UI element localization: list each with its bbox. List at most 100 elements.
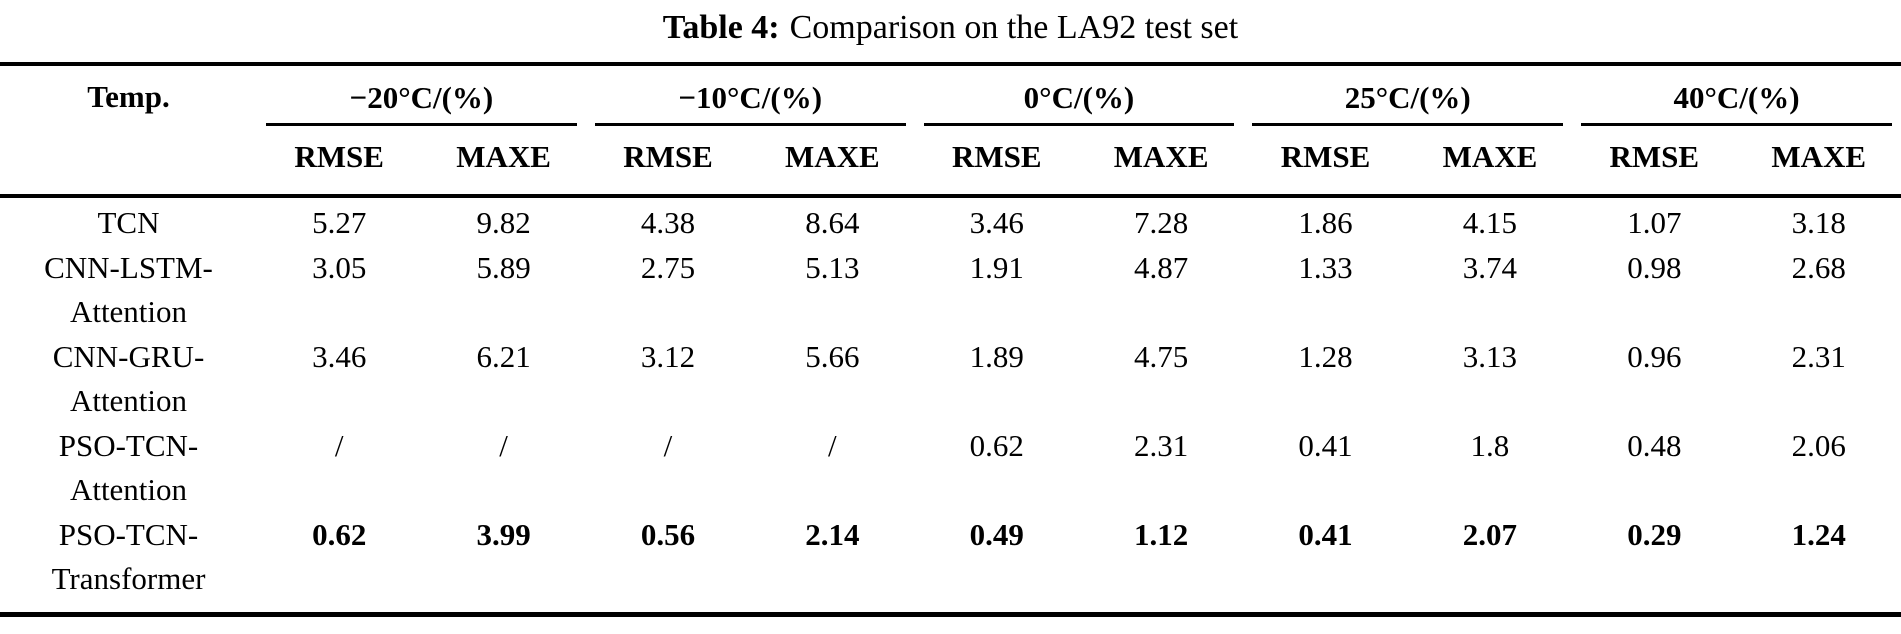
header-group-0c: 0°C/(%) [915, 64, 1244, 126]
model-name-line: PSO-TCN- [58, 428, 199, 463]
model-name-line: Transformer [51, 561, 206, 596]
table-caption: Table 4: Comparison on the LA92 test set [0, 0, 1901, 62]
subheader-maxe-group3: MAXE [1407, 126, 1573, 198]
value-cell: 1.24 [1791, 517, 1846, 552]
value-cell: 9.82 [476, 205, 531, 240]
value-cell: 4.15 [1462, 205, 1518, 240]
header-group-neg20c-label: −20°C/(%) [266, 66, 577, 126]
value-cell: 2.75 [640, 250, 696, 285]
header-group-25c: 25°C/(%) [1243, 64, 1572, 126]
value-cell: 7.28 [1134, 205, 1189, 240]
value-cell: 0.48 [1627, 428, 1682, 463]
value-cell: 1.12 [1134, 517, 1189, 552]
subheader-rmse-group0: RMSE [257, 126, 422, 198]
value-cell: 3.46 [312, 339, 367, 374]
value-cell: 1.8 [1470, 428, 1510, 463]
value-cell: 0.96 [1627, 339, 1682, 374]
header-group-neg20c: −20°C/(%) [257, 64, 586, 126]
value-cell: 2.07 [1462, 517, 1518, 552]
value-cell: 0.62 [969, 428, 1024, 463]
value-cell: 3.99 [476, 517, 531, 552]
model-name-line: PSO-TCN- [58, 517, 199, 552]
value-cell: 3.12 [640, 339, 696, 374]
value-cell: 3.74 [1462, 250, 1518, 285]
table-body: TCN 5.27 9.82 4.38 8.64 3.46 7.28 1.86 4.15 1.07 3… [0, 196, 1901, 615]
subheader-rmse-group2: RMSE [914, 126, 1079, 198]
value-cell: 1.91 [969, 250, 1024, 285]
value-cell: 5.13 [805, 250, 860, 285]
value-cell: 3.18 [1791, 205, 1846, 240]
value-cell: 1.33 [1298, 250, 1353, 285]
model-name-line: Attention [69, 472, 188, 507]
value-cell: 6.21 [476, 339, 531, 374]
model-name-cell: TCN [0, 196, 257, 245]
value-cell: 0.56 [640, 517, 696, 552]
subheader-rmse-group4: RMSE [1572, 126, 1737, 198]
value-cell: 1.89 [969, 339, 1024, 374]
value-cell: 8.64 [805, 205, 860, 240]
model-name-cell: CNN-GRU- Attention [0, 334, 257, 423]
header-group-40c: 40°C/(%) [1572, 64, 1901, 126]
subheader-rmse-group3: RMSE [1243, 126, 1408, 198]
header-group-25c-label: 25°C/(%) [1252, 66, 1564, 126]
value-cell: 5.27 [312, 205, 367, 240]
value-cell: / [663, 428, 673, 463]
subheader-maxe-group4: MAXE [1736, 126, 1901, 198]
value-cell: 3.46 [969, 205, 1024, 240]
value-cell: 0.41 [1298, 517, 1353, 552]
value-cell: 2.06 [1791, 428, 1846, 463]
subheader-maxe-group2: MAXE [1078, 126, 1244, 198]
header-group-0c-label: 0°C/(%) [923, 66, 1235, 126]
value-cell: 0.41 [1298, 428, 1353, 463]
header-temp: Temp. [0, 64, 257, 198]
model-name-cell: CNN-LSTM- Attention [0, 245, 257, 334]
model-name-cell: PSO-TCN- Attention [0, 423, 257, 512]
subheader-row: RMSE MAXE RMSE MAXE RMSE MAXE RMSE MAXE RMSE MAXE [0, 126, 1901, 198]
value-cell: 4.87 [1134, 250, 1189, 285]
value-cell: / [828, 428, 837, 463]
value-cell: 2.31 [1791, 339, 1846, 374]
table-header: Temp. −20°C/(%) −10°C/(%) 0°C/(%) 25°C/(… [0, 64, 1901, 198]
table-row: PSO-TCN- Attention / / / / 0.62 2.31 0.41 1.8 0.48… [0, 423, 1901, 512]
value-cell: 4.38 [640, 205, 696, 240]
subheader-maxe-group0: MAXE [421, 126, 586, 198]
value-cell: 0.29 [1627, 517, 1682, 552]
model-name-line: Attention [69, 383, 188, 418]
value-cell: 5.89 [476, 250, 531, 285]
header-temp-label: Temp. [87, 79, 170, 114]
value-cell: 3.13 [1462, 339, 1518, 374]
value-cell: 1.86 [1298, 205, 1353, 240]
value-cell: 0.49 [969, 517, 1024, 552]
header-group-40c-label: 40°C/(%) [1581, 66, 1892, 126]
model-name-line: TCN [97, 205, 160, 240]
value-cell: 2.31 [1134, 428, 1189, 463]
value-cell: / [334, 428, 344, 463]
value-cell: 1.28 [1298, 339, 1353, 374]
value-cell: 1.07 [1627, 205, 1682, 240]
caption-label: Table 4: [662, 9, 780, 46]
model-name-line: CNN-GRU- [52, 339, 205, 374]
subheader-maxe-group1: MAXE [750, 126, 915, 198]
subheader-rmse-group1: RMSE [585, 126, 751, 198]
value-cell: / [499, 428, 508, 463]
table-row: TCN 5.27 9.82 4.38 8.64 3.46 7.28 1.86 4.15 1.07 3… [0, 196, 1901, 245]
value-cell: 2.68 [1791, 250, 1846, 285]
table-row: PSO-TCN- Transformer 0.62 3.99 0.56 2.14 0.49 1… [0, 512, 1901, 615]
table-row: CNN-GRU- Attention 3.46 6.21 3.12 5.66 1.89 4.7… [0, 334, 1901, 423]
comparison-table: Temp. −20°C/(%) −10°C/(%) 0°C/(%) 25°C/(… [0, 62, 1901, 617]
value-cell: 0.98 [1627, 250, 1682, 285]
value-cell: 3.05 [312, 250, 367, 285]
model-name-line: CNN-LSTM- [44, 250, 213, 285]
value-cell: 0.62 [312, 517, 367, 552]
table-row: CNN-LSTM- Attention 3.05 5.89 2.75 5.13 1.91 4.… [0, 245, 1901, 334]
value-cell: 5.66 [805, 339, 860, 374]
value-cell: 2.14 [805, 517, 860, 552]
header-group-neg10c: −10°C/(%) [586, 64, 915, 126]
group-header-row: Temp. −20°C/(%) −10°C/(%) 0°C/(%) 25°C/(… [0, 64, 1901, 198]
model-name-line: Attention [69, 294, 188, 329]
value-cell: 4.75 [1134, 339, 1189, 374]
header-group-neg10c-label: −10°C/(%) [594, 66, 906, 126]
model-name-cell: PSO-TCN- Transformer [0, 512, 257, 615]
caption-text: Comparison on the LA92 test set [789, 9, 1239, 46]
